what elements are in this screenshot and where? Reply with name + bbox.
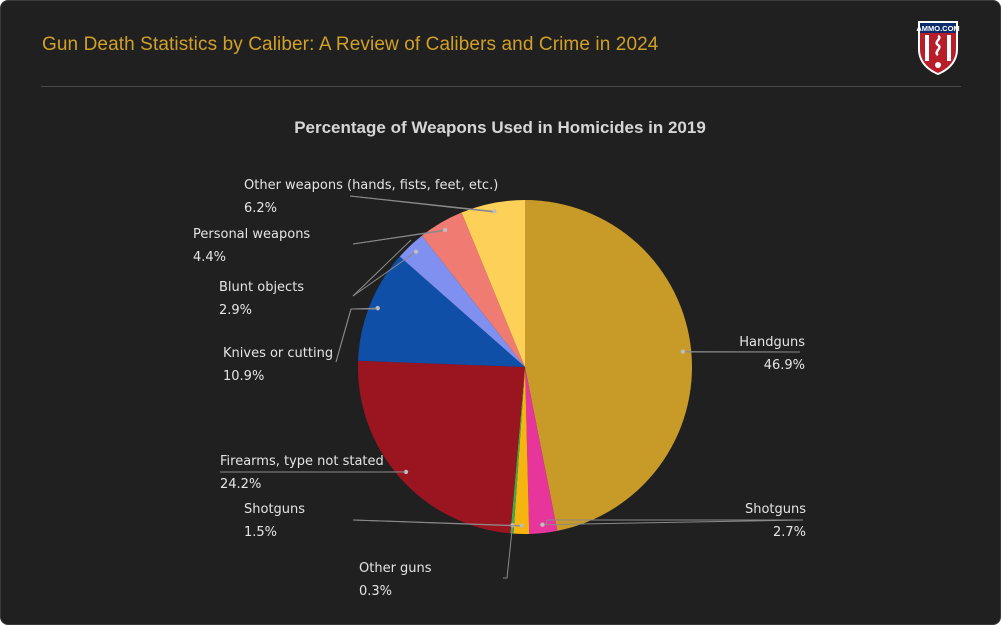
slice-value-label: 46.9% [764,358,805,373]
leader-dot [403,469,409,475]
page-title: Gun Death Statistics by Caliber: A Revie… [42,34,659,55]
slice-value-label: 6.2% [244,201,277,216]
slice-label: Firearms, type not stated [220,454,384,469]
pie-slice [461,200,525,367]
ammo-logo: AMMO.COM [916,19,960,77]
leader-line [352,239,412,297]
leader-dot [413,249,419,254]
leader-dot [492,209,497,214]
pie-slice [513,367,530,534]
leader-line [503,525,514,579]
slice-value-label: 1.5% [244,525,277,540]
slice-value-label: 4.4% [193,250,226,265]
slice-label: Knives or cutting [223,346,333,361]
leader-line [352,230,443,245]
slice-label: Other guns [359,561,432,576]
leader-line [545,519,803,526]
leader-line [352,519,521,527]
slice-value-label: 2.7% [773,525,806,540]
slice-label: Handguns [739,335,805,350]
leader-dot [519,523,524,528]
slice-label: Other weapons (hands, fists, feet, etc.) [244,178,498,193]
chart-title: Percentage of Weapons Used in Homicides … [294,118,706,137]
leader-dot [442,227,448,233]
slice-label: Blunt objects [219,280,304,295]
leader-dot [510,522,515,528]
slice-value-label: 24.2% [220,477,261,492]
header-divider [41,86,961,87]
leader-dot [540,522,545,527]
leader-dot [375,305,380,311]
leader-dot [680,349,686,354]
shield-logo-icon: AMMO.COM [916,21,960,75]
pie-slice [358,256,525,367]
pie-slice [510,367,525,534]
leader-line [542,519,804,526]
slice-label: Personal weapons [193,227,310,242]
pie-slice [421,212,525,367]
leader-line [335,308,377,363]
svg-text:AMMO.COM: AMMO.COM [916,24,959,33]
pie-slice [399,235,525,367]
slice-labels: Handguns 46.9% Shotguns 2.7% Shotguns 1.5% Oth… [193,178,806,599]
slice-label: Shotguns [745,502,806,517]
leader-lines [220,195,804,579]
leader-line [352,251,417,297]
pie-slice [525,200,692,531]
pie-slice [358,360,525,534]
slice-value-label: 10.9% [223,369,264,384]
pie-slices [358,200,692,534]
leader-line [349,195,494,213]
slice-value-label: 0.3% [359,584,392,599]
slice-value-label: 2.9% [219,303,252,318]
pie-slice [525,367,558,534]
slice-label: Shotguns [244,502,305,517]
